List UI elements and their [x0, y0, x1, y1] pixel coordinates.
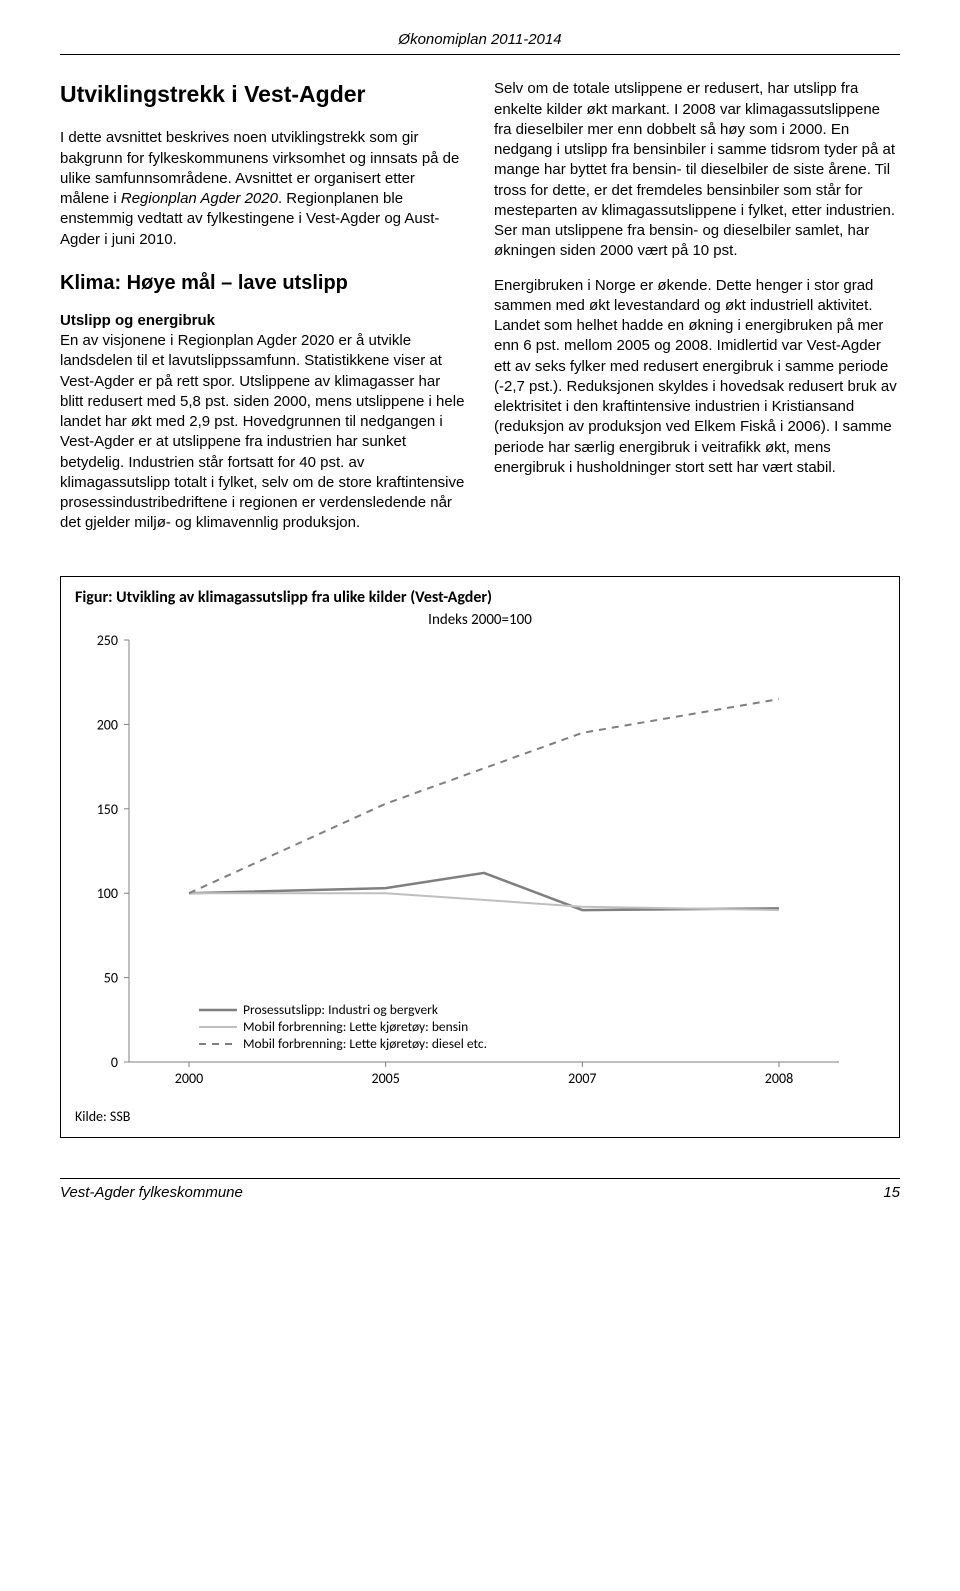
page-heading: Utviklingstrekk i Vest-Agder — [60, 79, 466, 110]
svg-text:Prosessutslipp: Industri og be: Prosessutslipp: Industri og bergverk — [243, 1001, 438, 1018]
subheading-utslipp: Utslipp og energibruk — [60, 312, 215, 329]
page-footer: Vest-Agder fylkeskommune 15 — [60, 1183, 900, 1203]
svg-text:250: 250 — [97, 632, 118, 649]
footer-page-number: 15 — [883, 1183, 900, 1203]
plan-name-italic: Regionplan Agder 2020 — [121, 190, 278, 207]
intro-paragraph: I dette avsnittet beskrives noen utvikli… — [60, 128, 466, 250]
section-heading-klima: Klima: Høye mål – lave utslipp — [60, 270, 466, 297]
two-column-body: Utviklingstrekk i Vest-Agder I dette avs… — [60, 79, 900, 547]
svg-text:2005: 2005 — [371, 1070, 399, 1087]
chart-area: 0 50 100 150 200 250 2000 2005 2007 2008 Prosessut… — [79, 632, 881, 1102]
svg-text:200: 200 — [97, 717, 118, 734]
svg-text:2000: 2000 — [175, 1070, 203, 1087]
svg-text:2008: 2008 — [765, 1070, 793, 1087]
svg-text:150: 150 — [97, 801, 118, 818]
svg-text:Mobil forbrenning: Lette kjøre: Mobil forbrenning: Lette kjøretøy: diese… — [243, 1035, 487, 1052]
emissions-paragraph: Utslipp og energibruk En av visjonene i … — [60, 311, 466, 534]
footer-rule — [60, 1178, 900, 1179]
footer-left: Vest-Agder fylkeskommune — [60, 1183, 243, 1203]
right-paragraph-2: Energibruken i Norge er økende. Dette he… — [494, 276, 900, 479]
svg-text:Mobil forbrenning: Lette kjøre: Mobil forbrenning: Lette kjøretøy: bensi… — [243, 1018, 468, 1035]
figure-container: Figur: Utvikling av klimagassutslipp fra… — [60, 576, 900, 1139]
emissions-body: En av visjonene i Regionplan Agder 2020 … — [60, 332, 464, 531]
right-column: Selv om de totale utslippene er redusert… — [494, 79, 900, 547]
document-header: Økonomiplan 2011-2014 — [60, 30, 900, 50]
figure-source: Kilde: SSB — [75, 1108, 885, 1127]
left-column: Utviklingstrekk i Vest-Agder I dette avs… — [60, 79, 466, 547]
figure-subtitle: Indeks 2000=100 — [75, 610, 885, 630]
svg-text:100: 100 — [97, 886, 118, 903]
svg-text:50: 50 — [104, 970, 118, 987]
right-paragraph-1: Selv om de totale utslippene er redusert… — [494, 79, 900, 261]
header-rule — [60, 54, 900, 55]
svg-text:0: 0 — [111, 1054, 118, 1071]
line-chart-svg: 0 50 100 150 200 250 2000 2005 2007 2008 Prosessut… — [79, 632, 859, 1102]
figure-title: Figur: Utvikling av klimagassutslipp fra… — [75, 587, 885, 609]
svg-text:2007: 2007 — [568, 1070, 596, 1087]
